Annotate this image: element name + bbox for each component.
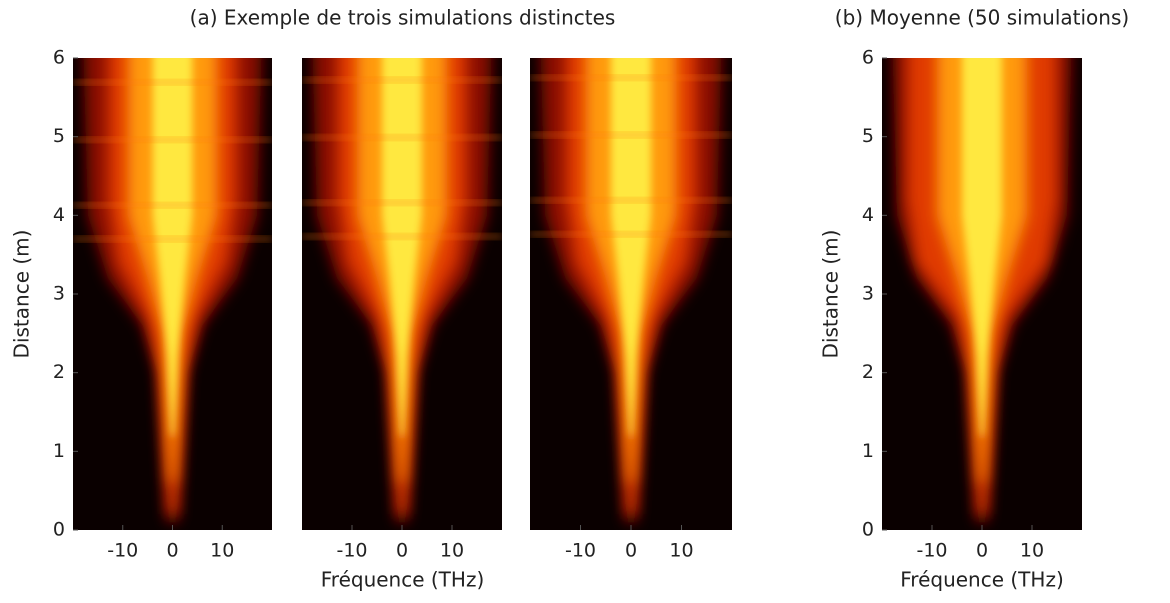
y-tick-label: 6: [862, 47, 874, 69]
heat-band: [530, 74, 732, 81]
y-tick-label: 1: [53, 440, 65, 462]
heat-shape: [382, 58, 422, 436]
heat-shape: [962, 58, 1002, 436]
x-tick-label: -10: [565, 540, 596, 562]
y-tick-label: 3: [53, 283, 65, 305]
y-tick-label: 5: [53, 125, 65, 147]
heatmap: [882, 58, 1082, 530]
heat-band: [530, 197, 732, 204]
heatmap: [73, 58, 272, 530]
y-tick-label: 5: [862, 125, 874, 147]
x-tick-label: -10: [336, 540, 367, 562]
x-tick-label: 10: [440, 540, 464, 562]
x-tick-label: 0: [976, 540, 988, 562]
heatmap: [302, 58, 502, 530]
y-tick-label: 3: [862, 283, 874, 305]
x-tick-label: -10: [107, 540, 138, 562]
heat-band: [302, 199, 502, 206]
y-tick-label: 1: [862, 440, 874, 462]
heat-band: [530, 231, 732, 238]
heatmap: [530, 58, 732, 530]
y-tick-label: 2: [53, 361, 65, 383]
panel-title: (a) Exemple de trois simulations distinc…: [190, 6, 616, 30]
x-tick-label: 0: [625, 540, 637, 562]
y-tick-label: 6: [53, 47, 65, 69]
x-tick-label: 10: [1020, 540, 1044, 562]
heat-band: [73, 136, 272, 143]
heat-band: [302, 134, 502, 141]
x-tick-label: 0: [396, 540, 408, 562]
x-tick-label: 10: [669, 540, 693, 562]
y-tick-label: 0: [53, 519, 65, 541]
x-tick-label: -10: [916, 540, 947, 562]
x-tick-label: 0: [166, 540, 178, 562]
heat-band: [302, 77, 502, 84]
x-tick-label: 10: [210, 540, 234, 562]
y-axis-label: Distance (m): [819, 230, 843, 359]
heat-band: [73, 202, 272, 209]
y-tick-label: 4: [53, 204, 65, 226]
y-tick-label: 0: [862, 519, 874, 541]
heat-band: [302, 233, 502, 240]
y-axis-label: Distance (m): [10, 230, 34, 359]
x-axis-label: Fréquence (THz): [900, 568, 1064, 592]
heat-shape: [152, 58, 193, 436]
y-tick-label: 2: [862, 361, 874, 383]
heat-shape: [610, 58, 652, 436]
heat-band: [73, 235, 272, 242]
x-axis-label: Fréquence (THz): [321, 568, 485, 592]
heat-band: [530, 132, 732, 139]
heat-band: [73, 79, 272, 86]
y-tick-label: 4: [862, 204, 874, 226]
panel-title: (b) Moyenne (50 simulations): [835, 6, 1129, 30]
